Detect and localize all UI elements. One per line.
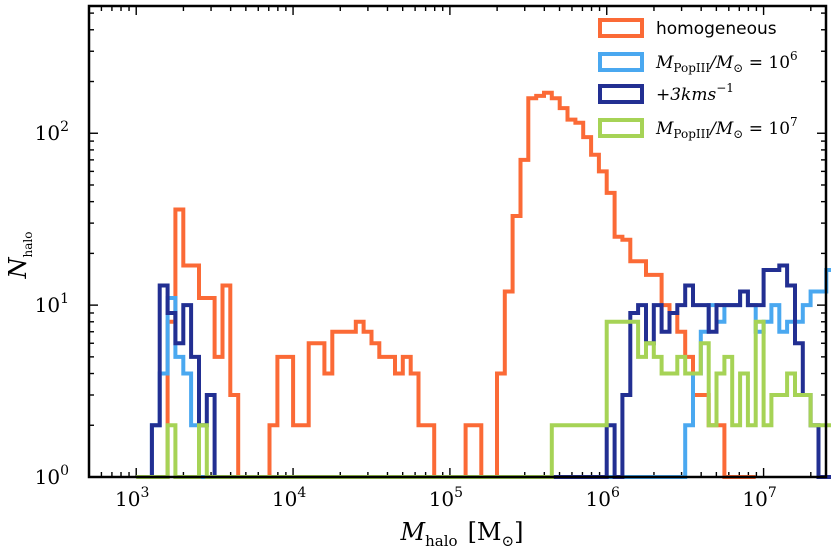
tick-labels: 103 104 105 106 107 100 101 102 (35, 119, 777, 511)
legend-label: MPopIII/M⊙ = 106 (655, 49, 798, 75)
y-axis-label: Nhalo (4, 232, 35, 280)
histogram-line-2 (144, 268, 831, 479)
x-axis-label: Mhalo [M⊙] (400, 518, 524, 550)
legend-swatch (598, 118, 644, 138)
histogram-line-3 (144, 263, 831, 479)
plot-frame (87, 4, 828, 479)
legend-swatch (598, 18, 644, 38)
y-tick-label: 100 (35, 463, 69, 489)
legend-label: +3kms−1 (656, 81, 734, 105)
legend: homogeneous MPopIII/M⊙ = 106 +3kms−1 MPopII… (598, 18, 798, 141)
sun-symbol: ⊙ (502, 532, 515, 550)
histogram-series (136, 90, 831, 479)
x-tick-label: 107 (742, 485, 776, 511)
x-tick-label: 106 (586, 485, 620, 511)
legend-swatch (598, 52, 644, 72)
histogram-line-1 (151, 90, 756, 479)
y-tick-label: 101 (35, 291, 69, 317)
legend-label: MPopIII/M⊙ = 107 (655, 115, 798, 141)
histogram-line-4 (136, 319, 831, 479)
legend-label: homogeneous (656, 19, 777, 39)
legend-swatch (598, 84, 644, 104)
x-tick-label: 103 (115, 485, 149, 511)
y-tick-label: 102 (35, 119, 69, 145)
x-tick-label: 104 (272, 485, 306, 511)
x-tick-label: 105 (429, 485, 463, 511)
